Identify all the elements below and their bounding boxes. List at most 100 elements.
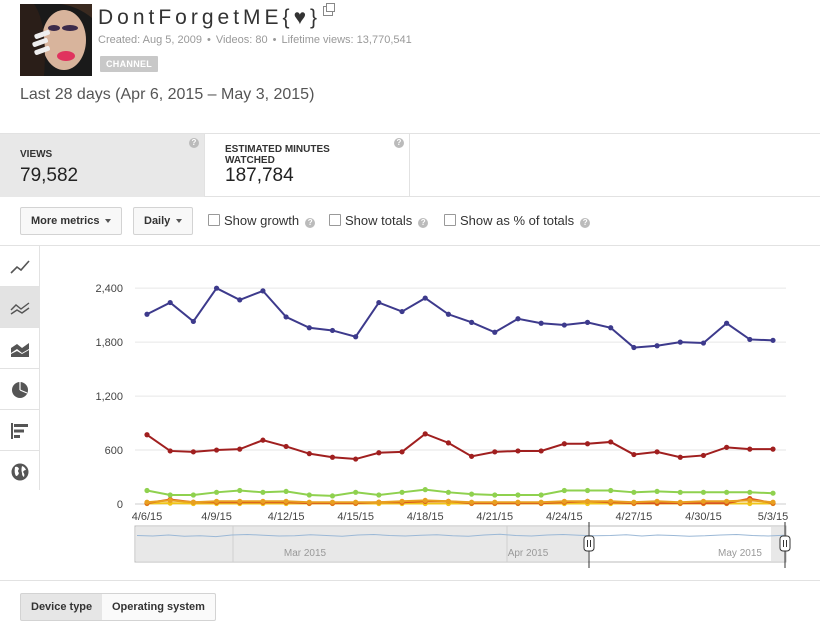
data-point[interactable] xyxy=(353,499,359,505)
metric-tile-minutes-watched[interactable]: ESTIMATED MINUTES WATCHED 187,784 ? xyxy=(205,134,410,197)
navigator-handle[interactable] xyxy=(583,522,595,568)
data-point[interactable] xyxy=(747,446,753,452)
data-point[interactable] xyxy=(376,450,382,456)
data-point[interactable] xyxy=(329,499,336,505)
data-point[interactable] xyxy=(237,297,243,303)
data-point[interactable] xyxy=(306,492,312,498)
data-point[interactable] xyxy=(306,451,312,457)
data-point[interactable] xyxy=(329,327,336,334)
data-point[interactable] xyxy=(167,299,173,306)
data-point[interactable] xyxy=(376,492,382,498)
data-point[interactable] xyxy=(724,489,730,495)
data-point[interactable] xyxy=(492,499,498,505)
data-point[interactable] xyxy=(167,492,173,498)
data-point[interactable] xyxy=(468,491,475,497)
data-point[interactable] xyxy=(677,339,683,345)
data-point[interactable] xyxy=(561,441,567,447)
data-series[interactable] xyxy=(144,285,776,351)
channel-avatar[interactable] xyxy=(20,4,92,76)
data-point[interactable] xyxy=(584,319,591,325)
data-point[interactable] xyxy=(747,497,753,504)
data-point[interactable] xyxy=(724,444,730,450)
data-point[interactable] xyxy=(700,498,707,504)
data-point[interactable] xyxy=(213,447,220,453)
data-point[interactable] xyxy=(468,453,475,459)
data-point[interactable] xyxy=(770,337,776,343)
data-point[interactable] xyxy=(608,325,614,331)
data-point[interactable] xyxy=(260,498,266,504)
data-point[interactable] xyxy=(631,451,637,458)
data-point[interactable] xyxy=(190,492,196,498)
data-point[interactable] xyxy=(654,488,660,495)
data-point[interactable] xyxy=(167,497,173,504)
data-point[interactable] xyxy=(422,295,428,301)
checkbox-box[interactable] xyxy=(208,214,220,226)
data-point[interactable] xyxy=(538,499,544,505)
data-point[interactable] xyxy=(144,311,150,317)
data-point[interactable] xyxy=(260,489,266,495)
data-point[interactable] xyxy=(468,319,475,325)
show-growth-checkbox[interactable]: Show growth? xyxy=(208,213,316,228)
stacked-area-chart-button[interactable] xyxy=(0,328,40,369)
data-point[interactable] xyxy=(399,449,405,455)
data-series[interactable] xyxy=(144,431,776,462)
data-point[interactable] xyxy=(584,441,591,447)
pie-chart-button[interactable] xyxy=(0,369,40,410)
data-point[interactable] xyxy=(283,314,289,320)
data-point[interactable] xyxy=(724,320,730,326)
data-point[interactable] xyxy=(445,489,452,495)
data-point[interactable] xyxy=(561,498,567,504)
data-point[interactable] xyxy=(700,340,707,346)
channel-name[interactable]: DontForgetME{♥} xyxy=(98,3,336,30)
data-point[interactable] xyxy=(770,499,776,505)
data-point[interactable] xyxy=(445,498,452,504)
data-point[interactable] xyxy=(213,489,220,495)
data-point[interactable] xyxy=(399,308,405,315)
data-point[interactable] xyxy=(747,489,753,495)
data-series[interactable] xyxy=(144,497,776,505)
data-point[interactable] xyxy=(445,311,452,317)
data-point[interactable] xyxy=(329,454,336,460)
data-point[interactable] xyxy=(561,322,567,328)
data-point[interactable] xyxy=(260,288,266,294)
data-point[interactable] xyxy=(492,449,498,455)
data-point[interactable] xyxy=(677,499,683,505)
data-point[interactable] xyxy=(445,440,452,446)
tab-operating-system[interactable]: Operating system xyxy=(102,593,216,621)
data-point[interactable] xyxy=(538,492,544,498)
show-totals-checkbox[interactable]: Show totals? xyxy=(329,213,429,228)
navigator-handle[interactable] xyxy=(779,522,791,568)
data-point[interactable] xyxy=(631,489,637,495)
data-point[interactable] xyxy=(190,499,196,505)
chart-series[interactable] xyxy=(144,285,776,507)
data-point[interactable] xyxy=(144,487,150,494)
data-point[interactable] xyxy=(654,498,660,504)
handle-grip[interactable] xyxy=(779,535,791,552)
data-point[interactable] xyxy=(515,492,521,498)
series-line[interactable] xyxy=(146,488,774,497)
series-line[interactable] xyxy=(146,286,774,349)
data-point[interactable] xyxy=(700,452,707,459)
data-point[interactable] xyxy=(422,431,428,437)
data-point[interactable] xyxy=(260,437,266,443)
data-point[interactable] xyxy=(144,432,150,438)
checkbox-box[interactable] xyxy=(444,214,456,226)
data-point[interactable] xyxy=(237,498,243,504)
data-point[interactable] xyxy=(353,489,359,495)
data-point[interactable] xyxy=(747,336,753,343)
data-point[interactable] xyxy=(213,498,220,504)
data-point[interactable] xyxy=(677,489,683,495)
data-point[interactable] xyxy=(515,448,521,454)
data-point[interactable] xyxy=(306,499,312,505)
tab-device-type[interactable]: Device type xyxy=(20,593,104,621)
data-point[interactable] xyxy=(538,448,544,454)
data-point[interactable] xyxy=(376,299,382,306)
line-chart-button[interactable] xyxy=(0,246,40,287)
data-point[interactable] xyxy=(237,487,243,494)
checkbox-box[interactable] xyxy=(329,214,341,226)
data-point[interactable] xyxy=(329,493,336,499)
data-point[interactable] xyxy=(492,492,498,498)
handle-grip[interactable] xyxy=(583,535,595,552)
data-point[interactable] xyxy=(677,454,683,460)
data-point[interactable] xyxy=(283,488,289,495)
